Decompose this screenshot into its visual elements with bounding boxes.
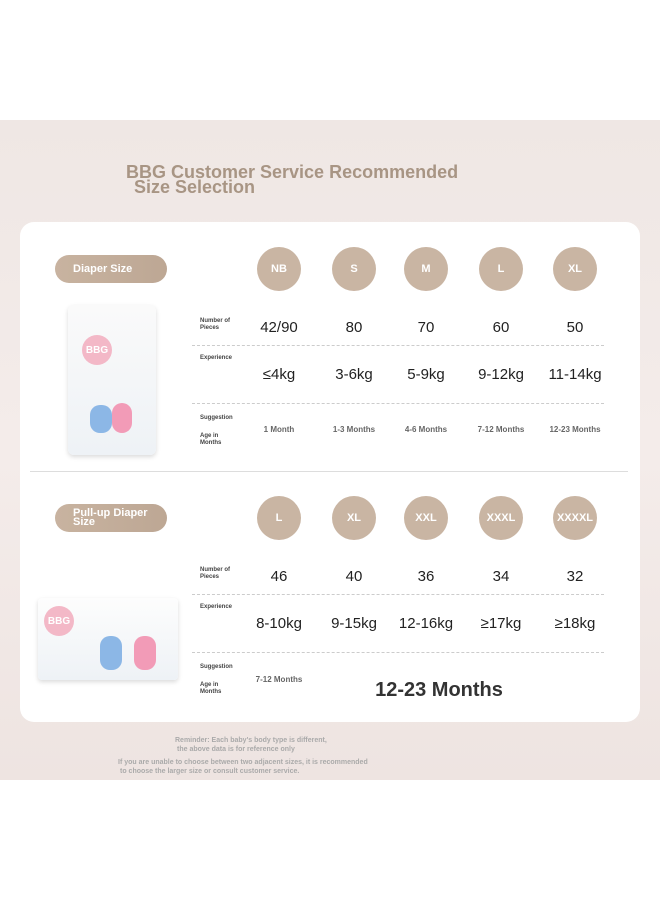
age-range: 7-12 Months (477, 425, 525, 434)
weight-range: 5-9kg (407, 366, 445, 383)
row-label: Age in Months (200, 433, 222, 446)
size-badge: XL (332, 496, 376, 540)
size-pill: Pull-up Diaper Size (55, 504, 167, 532)
piece-count: 40 (345, 568, 363, 585)
weight-range: 9-15kg (331, 615, 377, 632)
reminder-text: If you are unable to choose between two … (118, 759, 368, 766)
row-label: Suggestion (200, 415, 233, 421)
weight-range: ≥18kg (554, 615, 596, 632)
product-figure (100, 636, 122, 670)
age-range: 12-23 Months (549, 425, 601, 434)
row-label: Suggestion (200, 664, 233, 670)
weight-range: 3-6kg (335, 366, 373, 383)
piece-count: 36 (417, 568, 435, 585)
piece-count: 80 (345, 319, 363, 336)
size-pill: Diaper Size (55, 255, 167, 283)
weight-range: 8-10kg (256, 615, 302, 632)
size-badge: S (332, 247, 376, 291)
product-logo: BBG (44, 606, 74, 636)
row-divider (192, 652, 604, 653)
row-label: Age in Months (200, 682, 222, 695)
weight-range: 9-12kg (478, 366, 524, 383)
row-divider (192, 594, 604, 595)
piece-count: 34 (492, 568, 510, 585)
size-badge: XL (553, 247, 597, 291)
age-range: 1 Month (263, 425, 295, 434)
age-range: 12-23 Months (375, 679, 503, 697)
age-range: 7-12 Months (255, 675, 303, 684)
piece-count: 32 (566, 568, 584, 585)
product-figure (134, 636, 156, 670)
piece-count: 60 (492, 319, 510, 336)
size-badge: NB (257, 247, 301, 291)
product-logo: BBG (82, 335, 112, 365)
product-image: BBG (38, 598, 178, 680)
reminder-text: to choose the larger size or consult cus… (120, 768, 300, 775)
weight-range: 12-16kg (398, 615, 454, 632)
size-badge: L (479, 247, 523, 291)
age-range: 4-6 Months (404, 425, 448, 434)
weight-range: ≤4kg (262, 366, 296, 383)
product-figure (90, 405, 112, 433)
title: BBG Customer Service Recommended (126, 162, 459, 182)
row-label: Number of Pieces (200, 567, 230, 580)
row-label: Experience (200, 355, 233, 361)
reminder-text: the above data is for reference only (177, 746, 295, 753)
reminder-text: Reminder: Each baby's body type is diffe… (175, 737, 327, 744)
piece-count: 70 (417, 319, 435, 336)
age-range: 1-3 Months (332, 425, 376, 434)
divider (30, 471, 628, 472)
piece-count: 46 (270, 568, 288, 585)
size-badge: M (404, 247, 448, 291)
size-badge: XXXXL (553, 496, 597, 540)
weight-range: 11-14kg (548, 366, 602, 383)
row-label: Experience (200, 604, 233, 610)
subtitle: Size Selection (134, 177, 256, 197)
size-badge: XXL (404, 496, 448, 540)
piece-count: 42/90 (260, 319, 298, 336)
row-divider (192, 403, 604, 404)
product-image: BBG (68, 305, 156, 455)
piece-count: 50 (566, 319, 584, 336)
weight-range: ≥17kg (480, 615, 522, 632)
row-divider (192, 345, 604, 346)
row-label: Number of Pieces (200, 318, 230, 331)
product-figure (112, 403, 132, 433)
size-badge: L (257, 496, 301, 540)
size-badge: XXXL (479, 496, 523, 540)
